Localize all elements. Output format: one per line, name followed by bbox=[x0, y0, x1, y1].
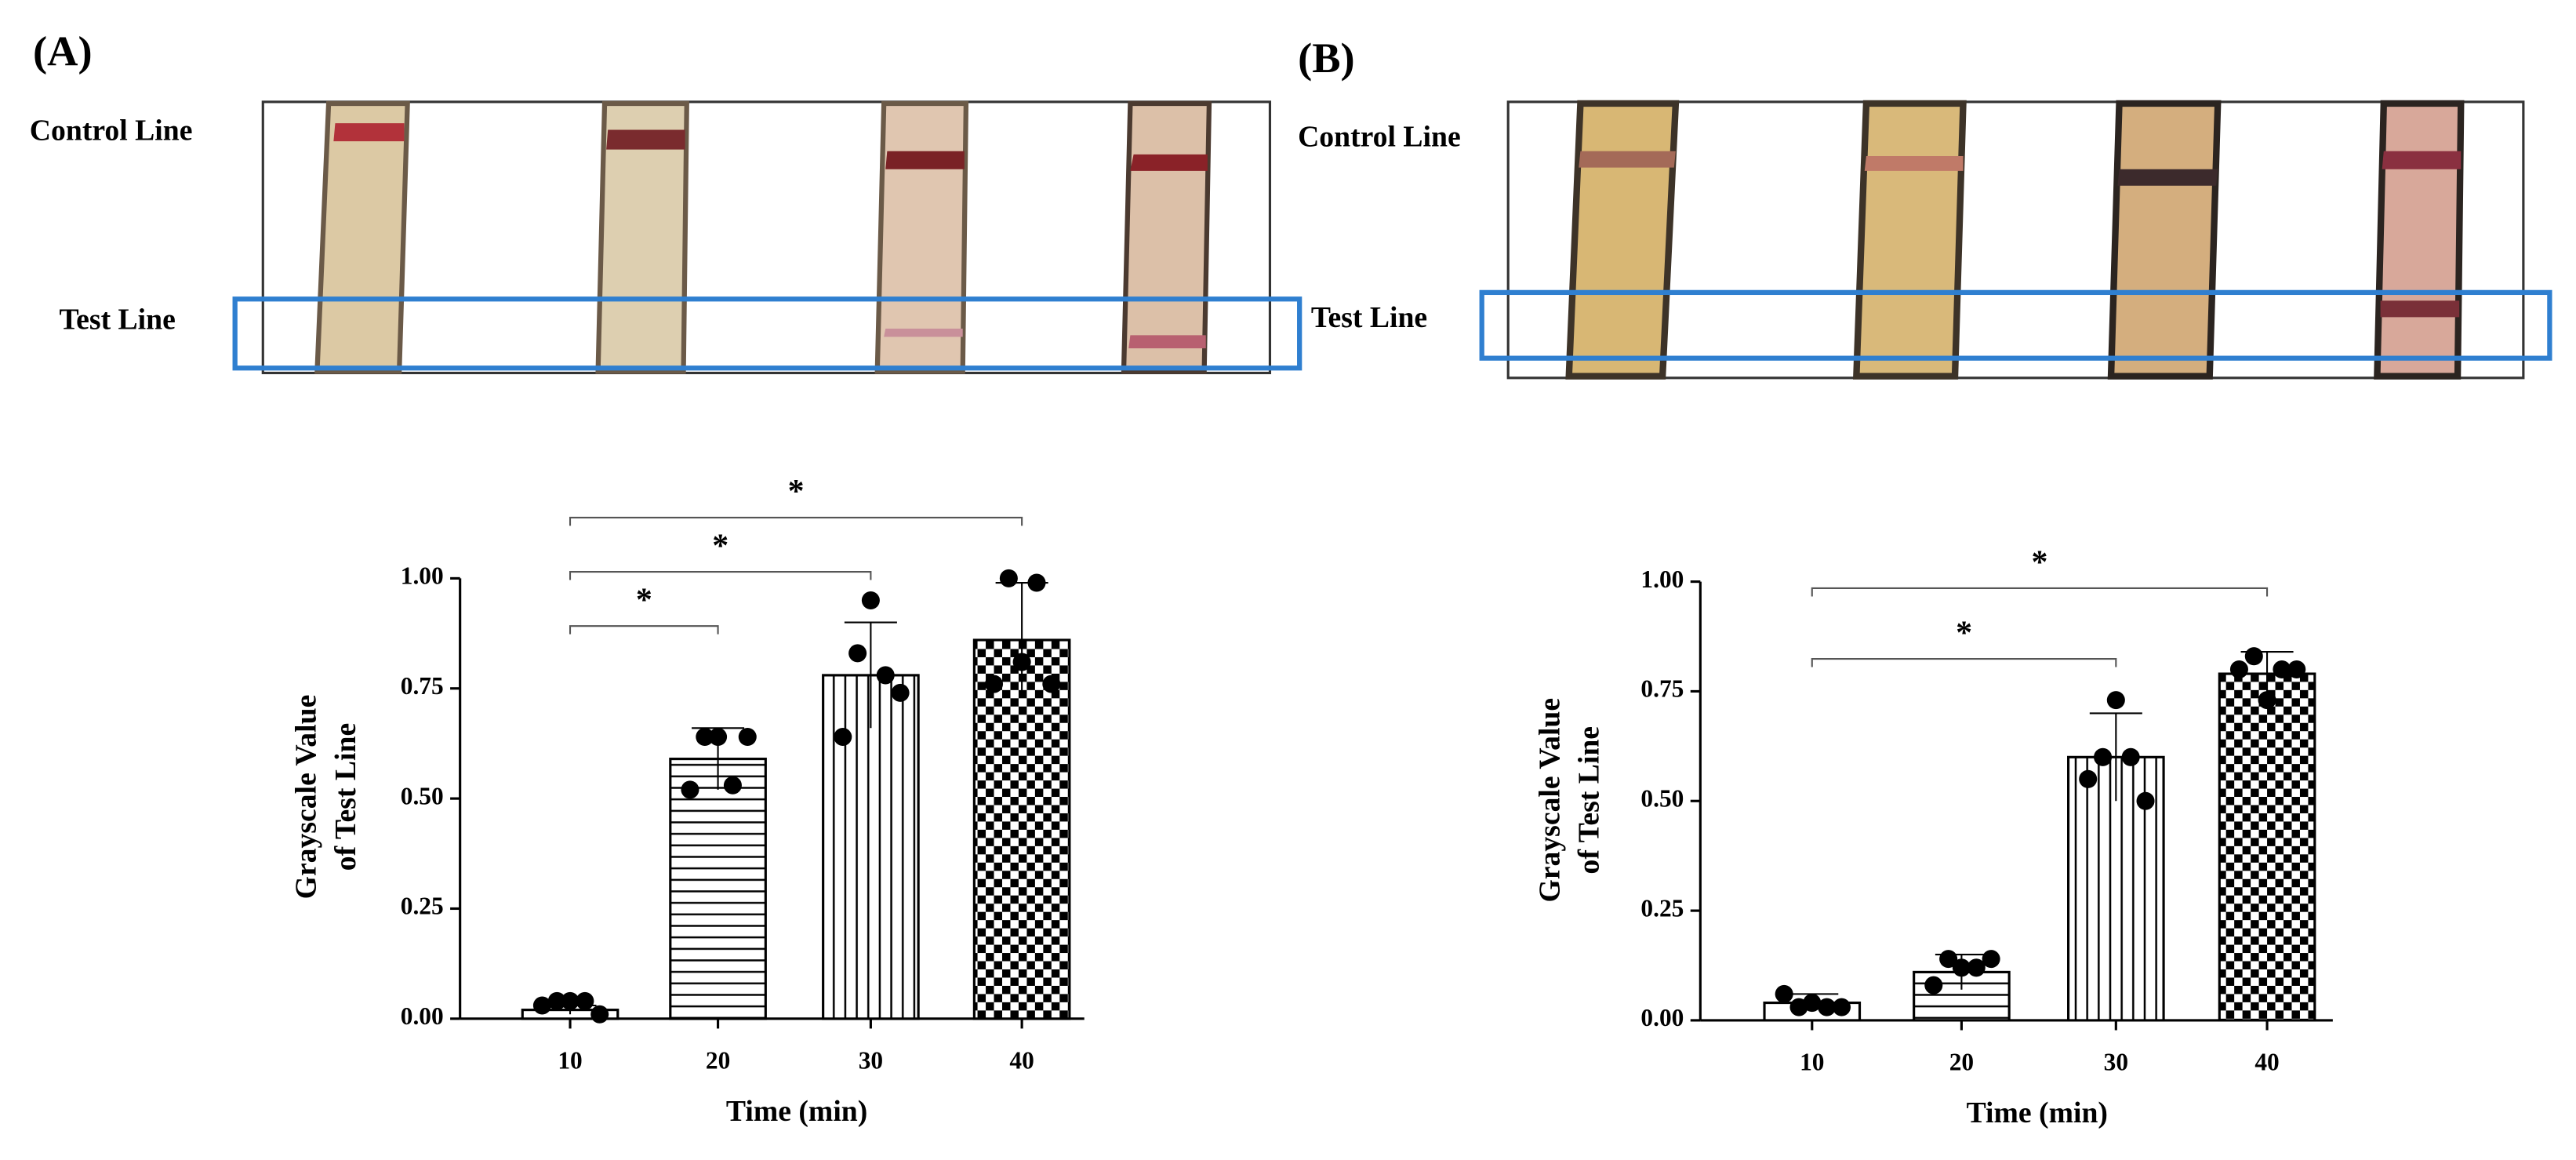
y-tick-label: 0.00 bbox=[401, 1002, 444, 1030]
x-axis-label: Time (min) bbox=[726, 1095, 867, 1128]
x-tick-label: 40 bbox=[2254, 1049, 2279, 1076]
x-tick-label: 10 bbox=[558, 1047, 582, 1075]
data-point bbox=[876, 666, 895, 685]
data-point bbox=[2079, 769, 2098, 788]
panel-label: (A) bbox=[33, 27, 93, 75]
data-point bbox=[547, 991, 566, 1010]
data-point bbox=[2106, 691, 2125, 710]
data-point bbox=[1832, 998, 1851, 1016]
data-point bbox=[590, 1005, 609, 1024]
y-tick-label: 0.75 bbox=[401, 672, 444, 700]
significance-label: * bbox=[788, 474, 805, 510]
data-point bbox=[576, 991, 594, 1010]
y-axis-label: Grayscale Value bbox=[1533, 698, 1566, 903]
significance-bracket bbox=[1811, 658, 2117, 667]
data-point bbox=[861, 591, 880, 609]
bar bbox=[669, 758, 767, 1020]
x-tick-label: 10 bbox=[1800, 1049, 1824, 1076]
y-tick-label: 1.00 bbox=[401, 562, 444, 590]
data-point bbox=[984, 675, 1004, 693]
chart: 0.00 0.25 0.50 0.75 1.00 10 20 30 40 * * * Time (min… bbox=[290, 474, 1085, 1128]
strip-photo-a bbox=[232, 100, 1303, 375]
data-point bbox=[561, 991, 580, 1010]
data-point bbox=[1775, 984, 1793, 1003]
bar bbox=[2218, 672, 2316, 1022]
data-point bbox=[1924, 976, 1943, 995]
data-point bbox=[1012, 653, 1031, 671]
panel-label: (B) bbox=[1298, 34, 1355, 82]
y-axis-label: of Test Line bbox=[1573, 726, 1606, 874]
significance-bracket bbox=[569, 570, 872, 580]
strip-label: Control Line bbox=[1298, 121, 1461, 154]
significance-label: * bbox=[636, 582, 652, 618]
data-point bbox=[696, 727, 714, 747]
x-tick-label: 30 bbox=[2104, 1049, 2128, 1076]
strip-label: Control Line bbox=[30, 114, 193, 147]
data-point bbox=[2244, 647, 2263, 666]
strip-label: Test Line bbox=[1311, 301, 1427, 334]
data-point bbox=[738, 727, 757, 747]
data-point bbox=[1967, 958, 1986, 977]
data-point bbox=[1952, 958, 1971, 977]
x-axis-label: Time (min) bbox=[1967, 1096, 2108, 1129]
data-point bbox=[1818, 998, 1837, 1016]
data-point bbox=[1803, 994, 1822, 1013]
x-tick-label: 30 bbox=[859, 1047, 883, 1075]
data-point bbox=[834, 727, 852, 747]
x-tick-label: 20 bbox=[1949, 1049, 1974, 1076]
significance-bracket bbox=[569, 625, 719, 635]
y-tick-label: 0.50 bbox=[1640, 784, 1684, 812]
y-tick-label: 0.50 bbox=[401, 782, 444, 809]
data-point bbox=[2287, 660, 2306, 678]
data-point bbox=[723, 776, 742, 795]
y-tick-label: 0.25 bbox=[401, 893, 444, 920]
y-tick-label: 0.25 bbox=[1640, 894, 1684, 922]
strip-label: Test Line bbox=[60, 303, 176, 336]
significance-bracket bbox=[569, 516, 1023, 526]
y-tick-label: 0.00 bbox=[1640, 1004, 1684, 1031]
data-point bbox=[2136, 791, 2155, 810]
data-point bbox=[891, 683, 910, 702]
data-point bbox=[2258, 691, 2276, 710]
data-point bbox=[1982, 950, 2000, 969]
data-point bbox=[2273, 660, 2291, 678]
data-point bbox=[532, 996, 551, 1015]
error-bar bbox=[2089, 712, 2142, 802]
data-point bbox=[999, 569, 1018, 587]
data-point bbox=[1042, 675, 1061, 693]
data-point bbox=[2229, 660, 2248, 678]
data-point bbox=[848, 644, 867, 663]
significance-label: * bbox=[2031, 544, 2047, 580]
significance-bracket bbox=[1811, 587, 2269, 597]
y-tick-label: 0.75 bbox=[1640, 675, 1684, 703]
data-point bbox=[1027, 573, 1046, 592]
x-tick-label: 20 bbox=[706, 1047, 730, 1075]
significance-label: * bbox=[1956, 615, 1972, 651]
data-point bbox=[2094, 747, 2113, 766]
y-tick-label: 1.00 bbox=[1640, 565, 1684, 593]
error-bar bbox=[844, 621, 897, 729]
y-axis-label: Grayscale Value bbox=[290, 695, 323, 900]
chart: 0.00 0.25 0.50 0.75 1.00 10 20 30 40 * * Time (min)… bbox=[1533, 544, 2333, 1129]
strip-photo-b bbox=[1479, 100, 2552, 380]
data-point bbox=[681, 780, 699, 799]
x-tick-label: 40 bbox=[1009, 1047, 1034, 1075]
significance-label: * bbox=[712, 528, 728, 564]
data-point bbox=[1939, 950, 1958, 969]
y-axis-label: of Test Line bbox=[329, 723, 362, 871]
data-point bbox=[709, 727, 728, 747]
data-point bbox=[2121, 747, 2140, 766]
